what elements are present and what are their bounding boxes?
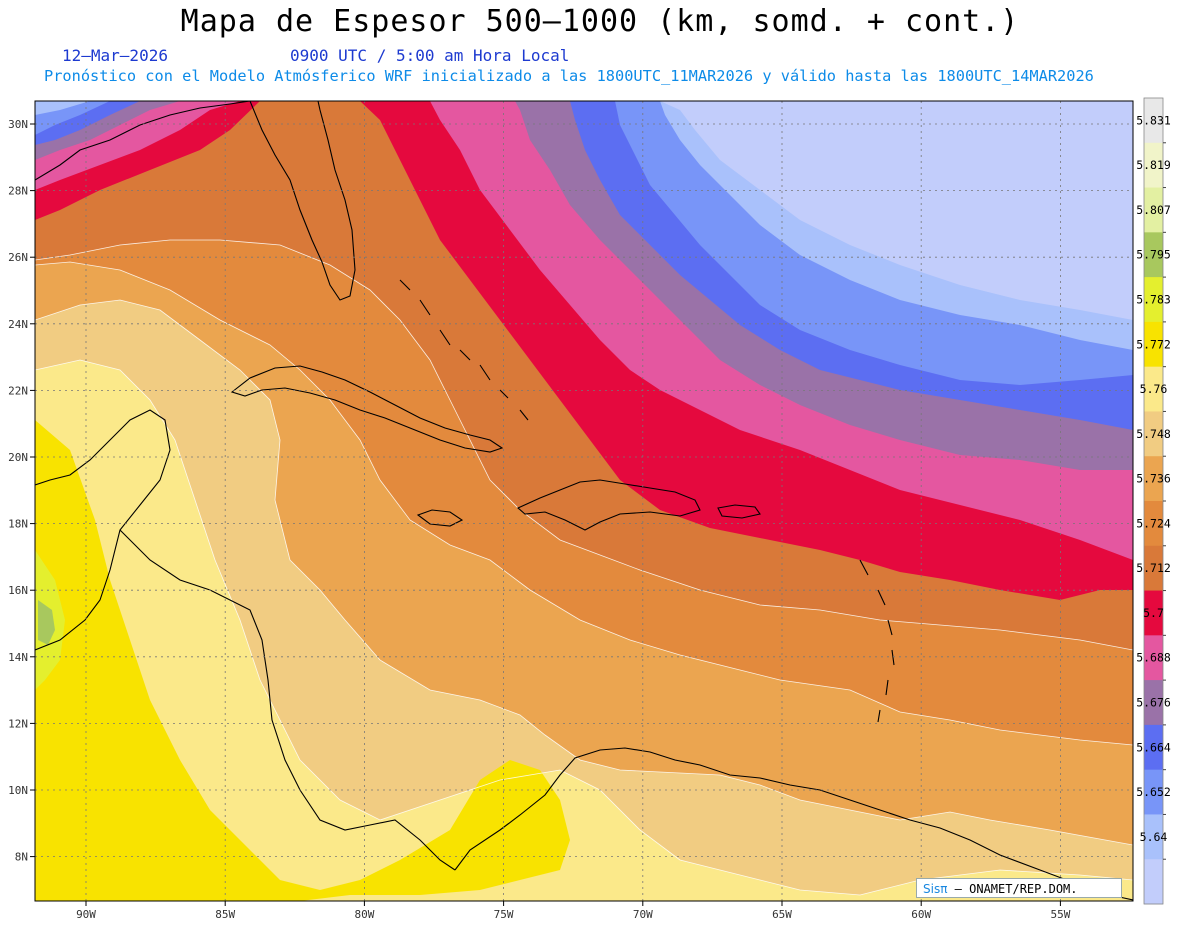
colorbar-swatch <box>1144 98 1163 144</box>
central-america-coast <box>35 409 456 871</box>
credit-brand: Sisπ <box>923 882 948 896</box>
lat-label: 12N <box>8 717 28 730</box>
colorbar-swatch <box>1144 232 1163 278</box>
jamaica-coast <box>416 509 464 527</box>
colorbar-swatch <box>1144 187 1163 233</box>
latitude-labels: 30N 28N 26N 24N 22N 20N 18N 16N 14N 12N 10N 8N <box>8 118 35 864</box>
shaded-thickness-field <box>35 101 1133 901</box>
lat-label: 14N <box>8 651 28 664</box>
colorbar-swatch <box>1144 724 1163 771</box>
lon-label: 60W <box>911 908 931 921</box>
colorbar-label: 5.76 <box>1140 382 1168 396</box>
lon-label: 70W <box>633 908 653 921</box>
lat-label: 18N <box>8 518 28 531</box>
bahamas-islands <box>399 279 529 421</box>
colorbar-label: 5.712 <box>1136 561 1171 575</box>
lat-label: 8N <box>15 851 28 864</box>
colorbar-label: 5.688 <box>1136 651 1171 665</box>
colorbar-label: 5.748 <box>1136 427 1171 441</box>
colorbar-label: 5.7 <box>1143 606 1164 620</box>
lesser-antilles <box>859 559 895 723</box>
lat-label: 24N <box>8 318 28 331</box>
colorbar-label: 5.64 <box>1140 830 1168 844</box>
colorbar-label: 5.652 <box>1136 785 1171 799</box>
colorbar-label: 5.807 <box>1136 203 1171 217</box>
lat-label: 20N <box>8 451 28 464</box>
lat-label: 16N <box>8 584 28 597</box>
lon-label: 55W <box>1050 908 1070 921</box>
colorbar-label: 5.795 <box>1136 248 1171 262</box>
lat-label: 22N <box>8 384 28 397</box>
colorbar-swatch <box>1144 456 1163 502</box>
forecast-date: 12—Mar—2026 <box>62 46 168 65</box>
credit-box: Sisπ — ONAMET/REP.DOM. <box>916 878 1122 898</box>
lon-label: 85W <box>215 908 235 921</box>
map-title: Mapa de Espesor 500—1000 (km, somd. + co… <box>180 4 1020 39</box>
colorbar-swatch <box>1144 142 1163 189</box>
map-frame <box>34 100 1134 902</box>
puerto-rico-coast <box>717 504 761 519</box>
colorbar-swatch <box>1144 411 1163 457</box>
lat-label: 28N <box>8 185 28 198</box>
colorbar-swatch <box>1144 814 1163 860</box>
colorbar-label: 5.831 <box>1136 113 1171 127</box>
contour-lines <box>35 239 1133 896</box>
colorbar-label: 5.772 <box>1136 337 1171 351</box>
colorbar-swatch <box>1144 859 1163 905</box>
colorbar: 5.831 5.819 5.807 5.795 5.783 5.772 5.76 5.748 5… <box>1136 97 1171 905</box>
colorbar-swatch <box>1144 680 1163 726</box>
colorbar-label: 5.819 <box>1136 158 1171 172</box>
colorbar-swatch <box>1144 590 1163 636</box>
colorbar-swatch <box>1144 501 1163 547</box>
gulf-coast <box>35 101 251 181</box>
lon-label: 65W <box>772 908 792 921</box>
hispaniola-coast <box>516 479 701 531</box>
cuba-coast <box>230 365 504 453</box>
credit-text: — ONAMET/REP.DOM. <box>954 882 1078 896</box>
colorbar-swatch <box>1144 277 1163 323</box>
lon-label: 80W <box>354 908 374 921</box>
lat-label: 26N <box>8 251 28 264</box>
coastlines <box>35 101 1133 901</box>
forecast-time: 0900 UTC / 5:00 am Hora Local <box>290 46 570 65</box>
colorbar-swatch <box>1144 321 1163 368</box>
colorbar-swatch <box>1144 769 1163 815</box>
colorbar-label: 5.736 <box>1136 472 1171 486</box>
florida-coast <box>249 101 356 301</box>
band-5628 <box>660 101 1133 320</box>
band-5795 <box>38 600 55 645</box>
colorbar-label: 5.664 <box>1136 740 1171 754</box>
colorbar-swatch <box>1144 545 1163 592</box>
lat-label: 10N <box>8 784 28 797</box>
lon-label: 75W <box>494 908 514 921</box>
colorbar-label: 5.676 <box>1136 696 1171 710</box>
longitude-labels: 90W 85W 80W 75W 70W 65W 60W 55W <box>76 901 1071 921</box>
lat-label: 30N <box>8 118 28 131</box>
model-subtitle: Pronóstico con el Modelo Atmósferico WRF… <box>44 67 1094 85</box>
south-america-coast <box>454 747 1133 901</box>
band-5772 <box>35 420 570 901</box>
graticule <box>35 101 1133 901</box>
lon-label: 90W <box>76 908 96 921</box>
colorbar-swatch <box>1144 635 1163 681</box>
colorbar-swatch <box>1144 366 1163 412</box>
colorbar-label: 5.783 <box>1136 293 1171 307</box>
colorbar-label: 5.724 <box>1136 516 1171 530</box>
